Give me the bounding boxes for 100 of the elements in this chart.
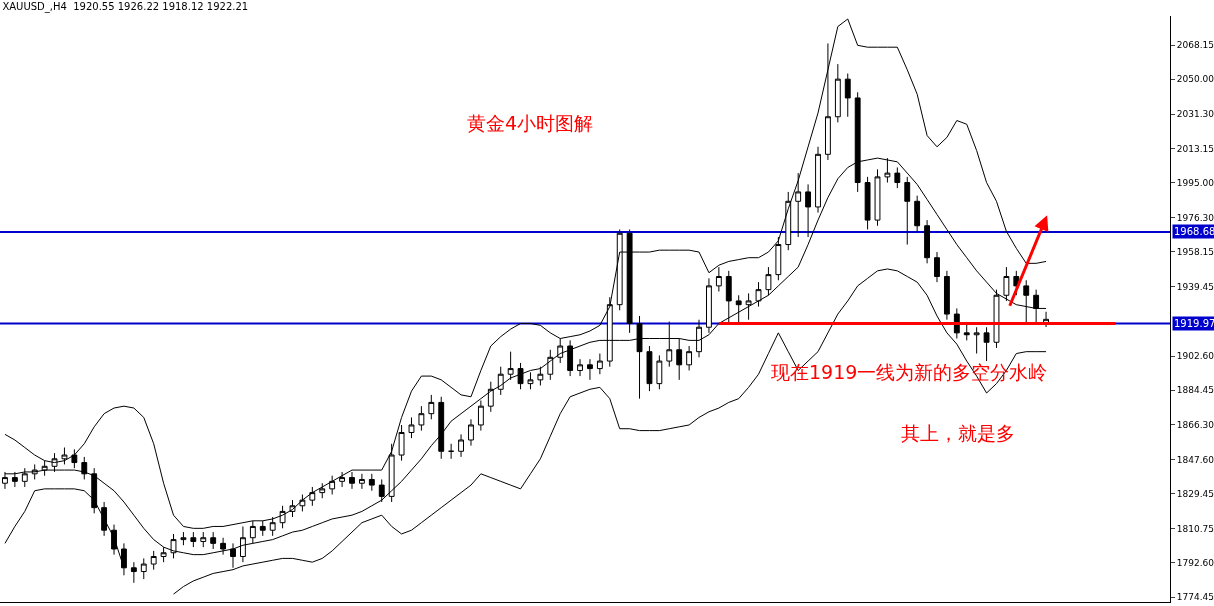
candlestick [676, 338, 683, 381]
candlestick [666, 321, 673, 368]
candlestick [686, 345, 693, 371]
candlestick [349, 471, 355, 490]
candlestick [735, 294, 742, 324]
candlestick [180, 531, 187, 546]
candlestick [458, 433, 464, 458]
y-tick-label: 1847.60 [1176, 454, 1214, 465]
y-tick-label: 2013.15 [1176, 143, 1214, 154]
candlestick [646, 345, 653, 392]
candlestick [805, 183, 812, 238]
candlestick [537, 366, 544, 386]
candlestick [319, 482, 326, 499]
candlestick [943, 270, 950, 321]
y-tick-label: 1995.00 [1176, 177, 1214, 188]
candlestick [388, 443, 395, 503]
annotation: 其上，就是多 [901, 422, 1015, 444]
candlestick [428, 394, 435, 420]
candlestick [517, 362, 524, 390]
candlestick [874, 168, 881, 227]
y-tick-label: 1792.60 [1176, 558, 1214, 569]
candlestick [775, 236, 782, 281]
y-tick-label: 1958.15 [1176, 246, 1214, 257]
y-tick-label: 1884.45 [1176, 385, 1214, 396]
y-tick-label: 1976.30 [1176, 212, 1214, 223]
candlestick [339, 471, 346, 488]
candlestick [785, 191, 792, 251]
candlestick [71, 448, 78, 469]
candlestick [1033, 289, 1040, 324]
y-tick-label: 1866.30 [1176, 419, 1214, 430]
candlestick [507, 351, 514, 381]
candlestick [200, 531, 207, 548]
candlestick [864, 176, 871, 230]
candlestick [408, 416, 415, 439]
candlestick [368, 473, 375, 492]
candlestick [795, 172, 802, 238]
y-tick-label: 2050.00 [1176, 74, 1214, 85]
candlestick [815, 146, 821, 214]
candlestick [993, 289, 1000, 349]
candlestick [130, 561, 137, 584]
candlestick [973, 326, 980, 355]
candlestick [11, 471, 18, 488]
y-tick-label: 1774.45 [1176, 592, 1214, 603]
candlestick [626, 229, 633, 334]
candlestick [755, 281, 762, 308]
candlestick [378, 478, 385, 503]
candlestick [448, 443, 455, 460]
candlestick [468, 418, 474, 447]
candlestick [21, 467, 28, 488]
candlestick [101, 501, 108, 537]
y-tick-label: 1810.75 [1176, 523, 1214, 534]
candlestick [61, 447, 68, 465]
candlestick [150, 550, 157, 571]
candlestick [51, 452, 58, 473]
candlestick [587, 358, 593, 381]
candlestick [210, 531, 217, 550]
candlestick [706, 277, 712, 334]
candlestick [111, 524, 117, 556]
candlestick [398, 424, 405, 462]
candlestick [567, 339, 574, 377]
candlestick [894, 166, 901, 189]
candlestick [81, 456, 88, 480]
candlestick [329, 475, 336, 495]
candlestick [725, 270, 732, 324]
candlestick [924, 219, 931, 264]
candlestick [765, 266, 772, 296]
y-tick-label: 1829.45 [1176, 488, 1214, 499]
candlestick [606, 296, 613, 368]
candlestick [904, 176, 911, 246]
candlestick [190, 531, 197, 548]
candlestick [487, 381, 494, 413]
candlestick [1023, 279, 1030, 324]
y-tick-label: 1902.60 [1176, 351, 1214, 362]
candlestick [547, 349, 554, 381]
annotation: 黄金4小时图解 [467, 112, 594, 134]
candlestick [934, 251, 940, 283]
candlestick [527, 371, 534, 390]
candlestick [636, 315, 643, 400]
candlestick [715, 266, 722, 293]
candlestick [596, 353, 603, 375]
chart-title: XAUUSD_,H4 1920.55 1926.22 1918.12 1922.21 [2, 1, 249, 14]
candlestick [140, 557, 147, 580]
candlestick [696, 319, 702, 358]
candlestick [358, 473, 365, 490]
candlestick [418, 405, 425, 432]
candlestick [914, 195, 921, 232]
candlestick [963, 322, 970, 341]
candlestick [745, 292, 752, 321]
candlestick [616, 229, 623, 311]
candlestick [824, 42, 831, 161]
candlestick [834, 63, 841, 123]
candlestick [577, 358, 583, 377]
y-tick-label: 2068.15 [1176, 40, 1214, 51]
candlestick [656, 354, 663, 390]
y-tick-label: 1939.45 [1176, 282, 1214, 293]
candlestick [983, 326, 990, 362]
y-tick-label: 2031.30 [1176, 109, 1214, 120]
candlestick [844, 73, 851, 118]
candlestick [309, 486, 316, 507]
ref-line-label: 1919.97 [1174, 318, 1214, 329]
